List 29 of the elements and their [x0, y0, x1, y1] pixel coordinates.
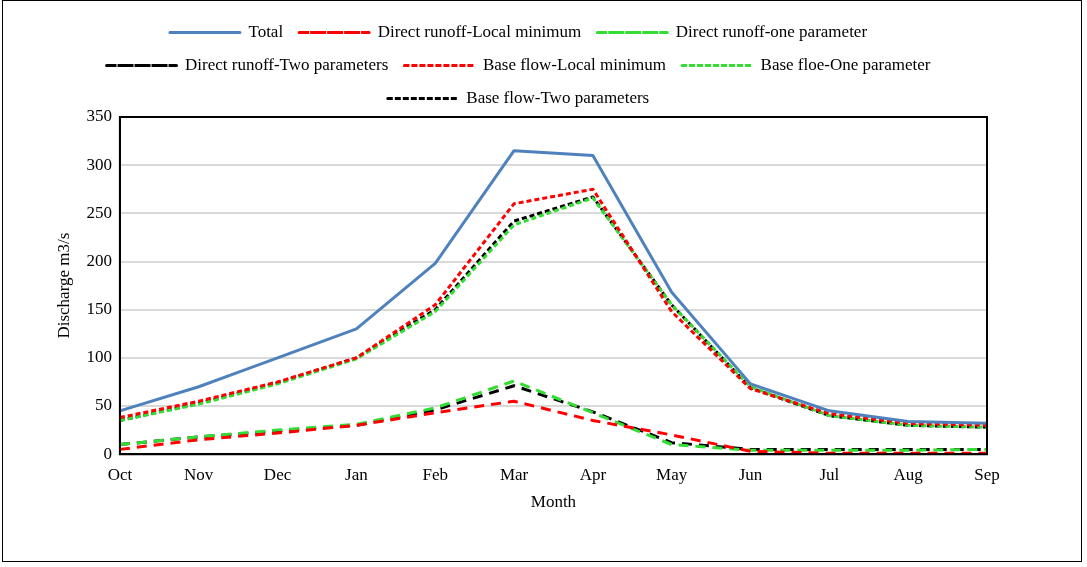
y-axis-title: Discharge m3/s [53, 232, 73, 339]
y-tick-label: 300 [86, 154, 112, 174]
legend-label: Base floe-One parameter [760, 54, 931, 74]
x-tick-label: Oct [107, 464, 133, 484]
x-tick-label: Dec [263, 464, 292, 484]
x-tick-label: Nov [184, 464, 214, 484]
legend-label: Total [248, 21, 284, 41]
legend-label: Base flow-Two parameters [466, 87, 650, 107]
y-tick-label: 0 [103, 443, 112, 463]
y-tick-label: 100 [86, 347, 112, 367]
x-tick-label: Jul [819, 464, 840, 484]
y-tick-label: 200 [86, 250, 112, 270]
y-tick-label: 50 [94, 395, 112, 415]
y-tick-label: 250 [86, 202, 112, 222]
x-tick-label: Aug [893, 464, 924, 484]
x-axis-title: Month [530, 492, 577, 512]
x-tick-label: Sep [974, 464, 1000, 484]
x-tick-label: Feb [422, 464, 448, 484]
legend-label: Direct runoff-Local minimum [377, 21, 582, 41]
x-tick-label: Apr [579, 464, 607, 484]
legend-label: Direct runoff-one parameter [675, 21, 868, 41]
legend-label: Direct runoff-Two parameters [185, 54, 389, 74]
y-tick-label: 350 [86, 106, 112, 126]
x-tick-label: May [656, 464, 688, 484]
legend-label: Base flow-Local minimum [482, 54, 667, 74]
x-tick-label: Mar [499, 464, 529, 484]
y-tick-label: 150 [86, 299, 112, 319]
x-tick-label: Jun [738, 464, 763, 484]
x-tick-label: Jan [345, 464, 369, 484]
